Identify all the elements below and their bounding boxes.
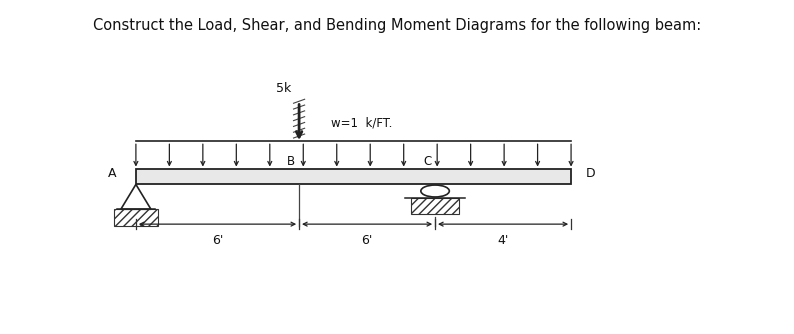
Text: 6': 6' [361,234,372,247]
Text: C: C [423,155,431,168]
Text: w=1  k/FT.: w=1 k/FT. [332,117,393,130]
Text: Construct the Load, Shear, and Bending Moment Diagrams for the following beam:: Construct the Load, Shear, and Bending M… [93,18,701,33]
Text: 5k: 5k [276,82,291,95]
Text: 6': 6' [212,234,223,247]
Circle shape [421,185,449,197]
Polygon shape [121,184,151,209]
Bar [136,169,571,184]
Text: B: B [287,155,295,168]
Text: D: D [586,167,596,180]
Bar [411,198,459,214]
Bar [114,209,158,226]
Text: A: A [108,167,117,180]
Text: 4': 4' [497,234,509,247]
